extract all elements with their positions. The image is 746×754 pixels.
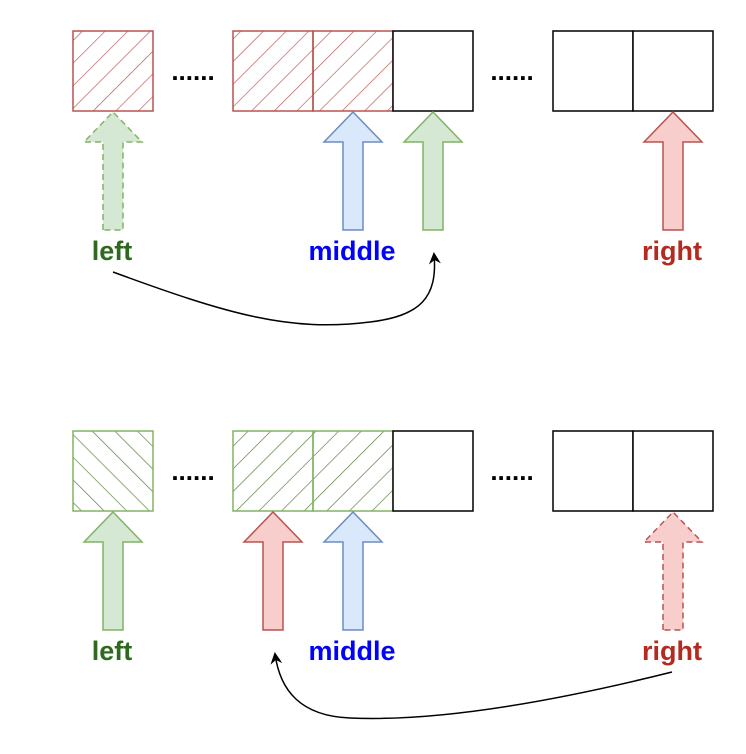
bottom-new-right-pointer-arrow: [242, 510, 304, 631]
top-label-left: left: [92, 236, 133, 266]
top-ellipsis-2: ......: [490, 56, 533, 86]
top-cell-left: [72, 30, 154, 112]
top-label-right: right: [642, 236, 702, 266]
bottom-label-middle: middle: [308, 636, 395, 666]
top-middle-pointer-arrow: [322, 110, 384, 231]
bottom-move-right-curve: [270, 652, 673, 720]
bottom-cell-left: [72, 430, 154, 512]
top-array: ...... ......: [72, 30, 714, 112]
top-new-left-pointer-arrow: [402, 110, 464, 231]
top-cell-2: [232, 30, 314, 112]
bottom-label-right: right: [642, 636, 702, 666]
top-cell-5: [552, 30, 634, 112]
top-cell-right: [632, 30, 714, 112]
top-label-middle: middle: [308, 236, 395, 266]
top-left-pointer-arrow: [82, 110, 144, 231]
bottom-cell-middle: [312, 430, 394, 512]
bottom-cell-next: [392, 430, 474, 512]
bottom-ellipsis-2: ......: [490, 456, 533, 486]
bottom-left-pointer-arrow: [82, 510, 144, 631]
top-move-left-curve: [112, 252, 441, 326]
bottom-ellipsis-1: ......: [171, 456, 214, 486]
bottom-label-left: left: [92, 636, 133, 666]
top-cell-next: [392, 30, 474, 112]
bottom-middle-pointer-arrow: [322, 510, 384, 631]
bottom-cell-right: [632, 430, 714, 512]
top-cell-middle: [312, 30, 394, 112]
top-right-pointer-arrow: [642, 110, 704, 231]
bottom-cell-2: [232, 430, 314, 512]
bottom-array: ...... ......: [72, 430, 714, 512]
top-ellipsis-1: ......: [171, 56, 214, 86]
bottom-right-pointer-arrow: [642, 510, 704, 631]
bottom-cell-5: [552, 430, 634, 512]
